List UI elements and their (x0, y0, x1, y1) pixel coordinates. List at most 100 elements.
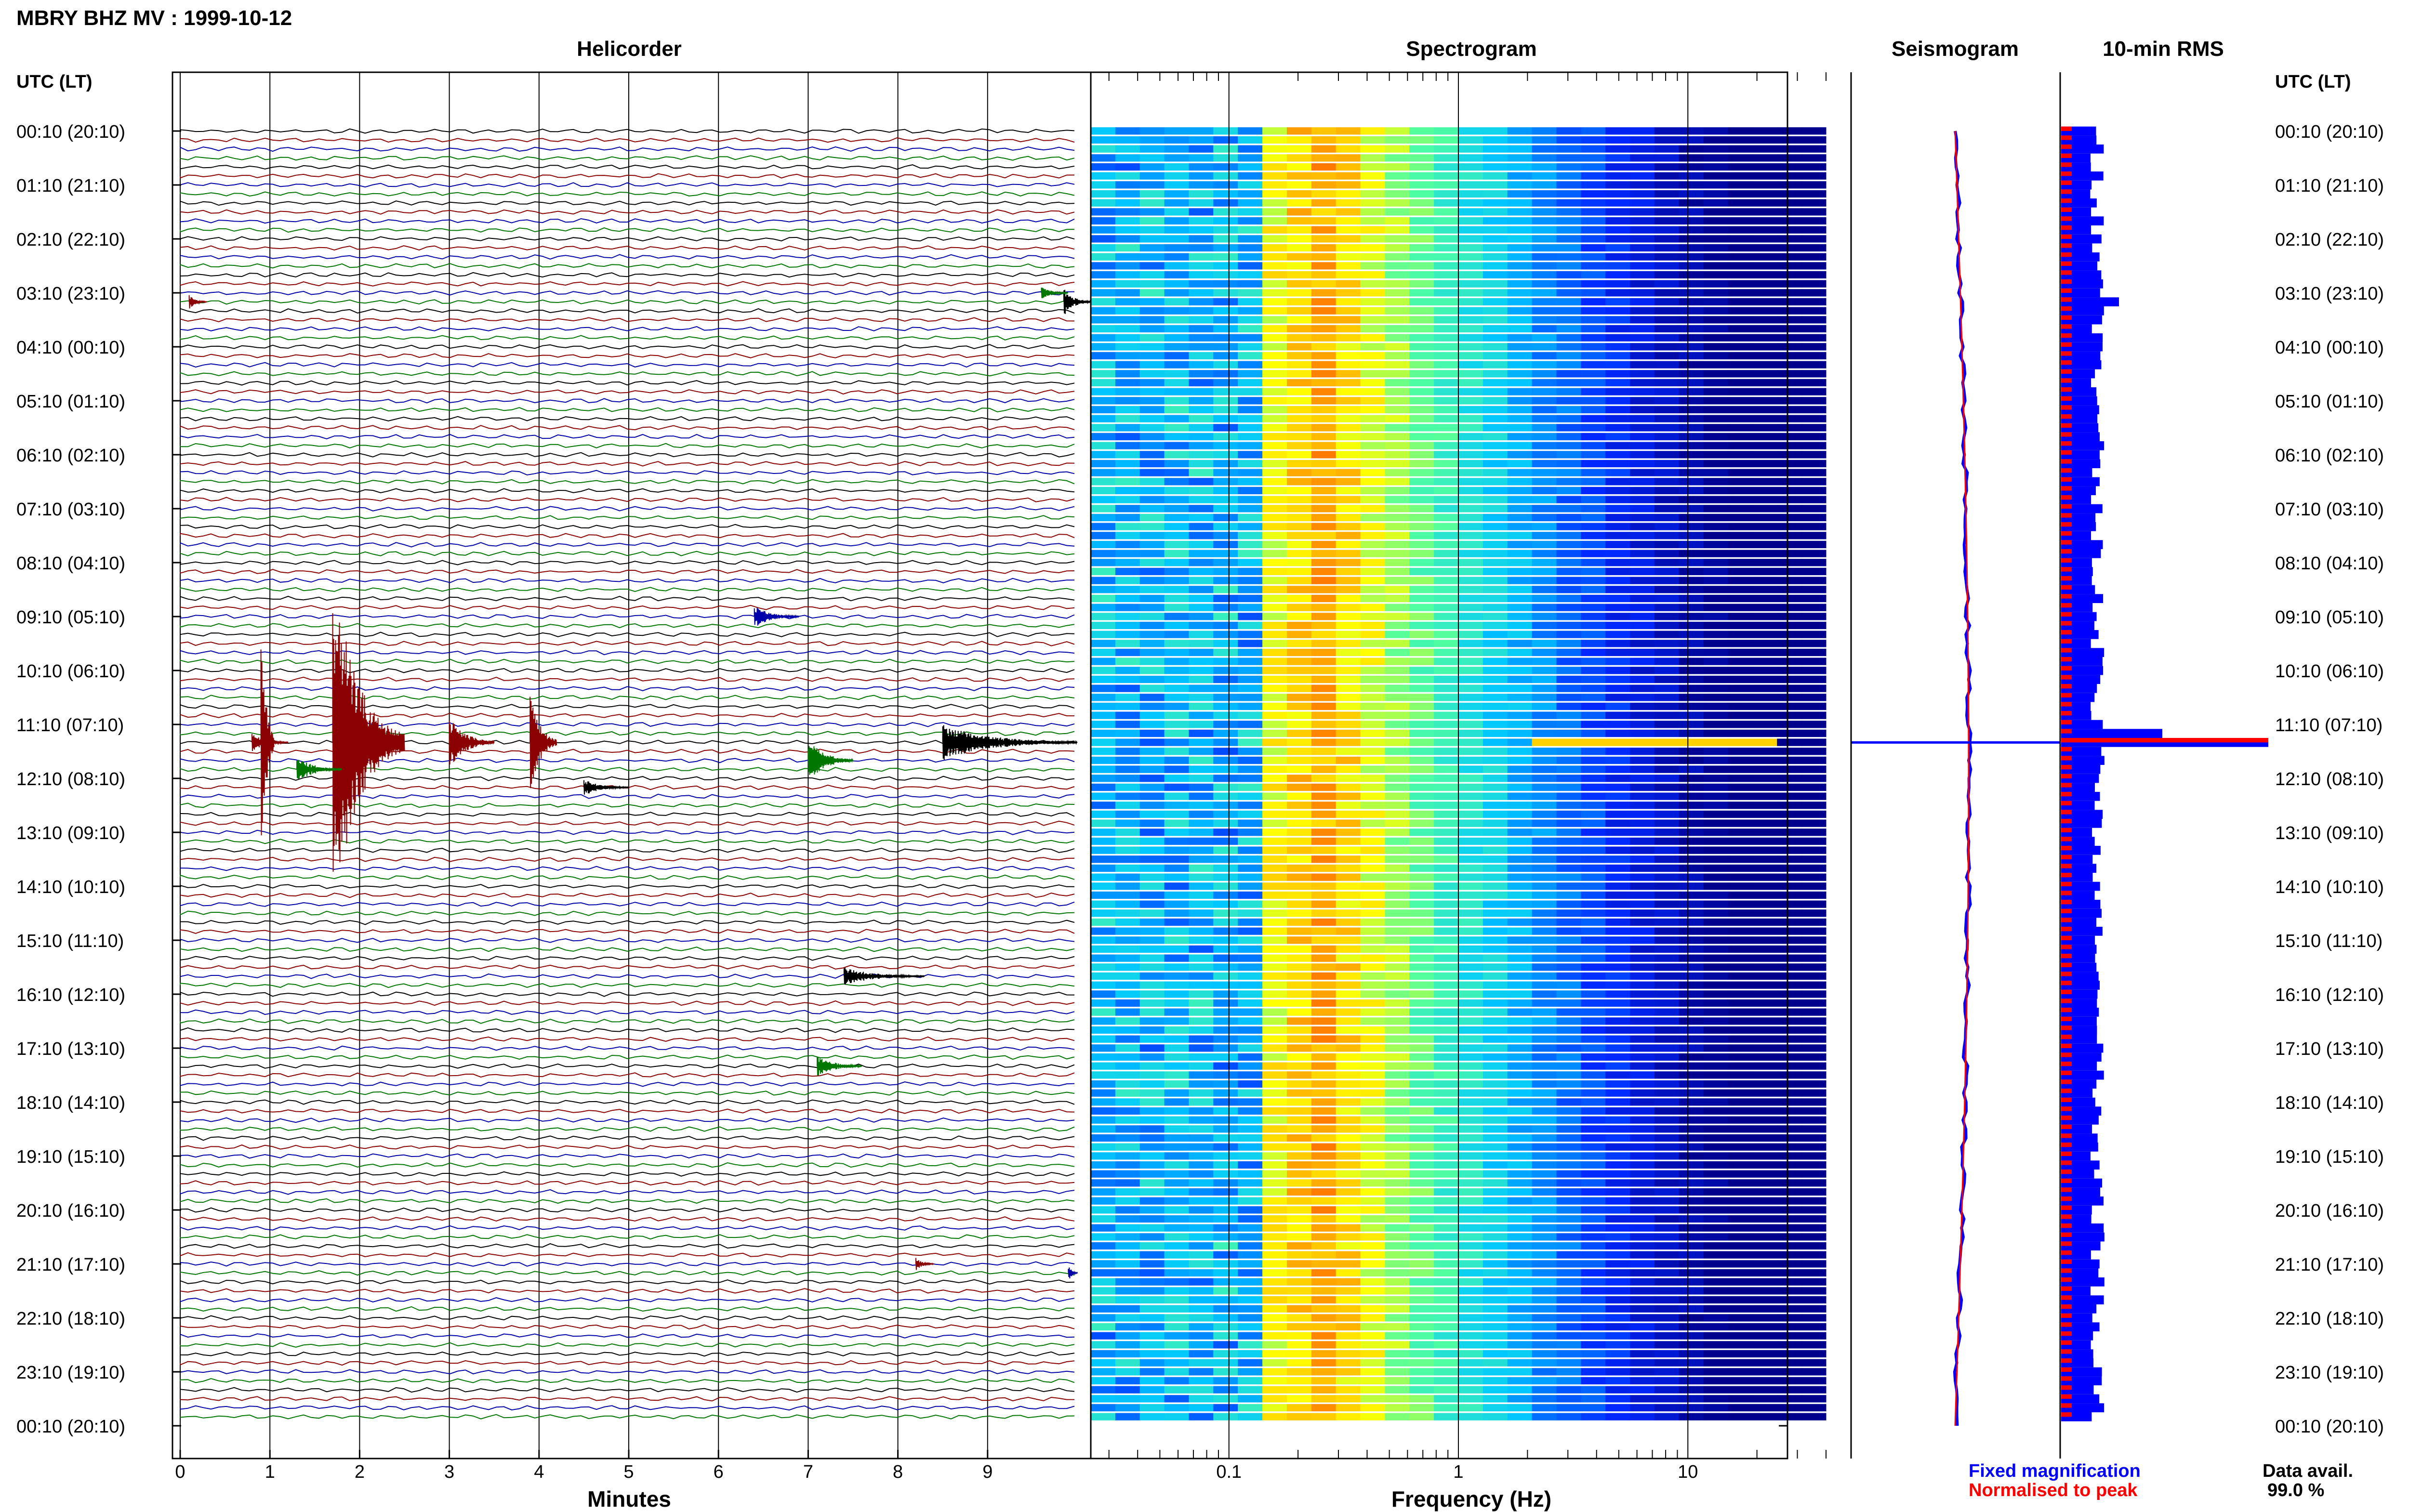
spectrogram-cell (1556, 190, 1581, 198)
spectrogram-cell (1091, 1107, 1116, 1115)
spectrogram-cell (1164, 523, 1189, 530)
spectrogram-cell (1115, 846, 1140, 854)
spectrogram-cell (1703, 667, 1729, 674)
spectrogram-cell (1703, 640, 1729, 647)
spectrogram-cell (1777, 1089, 1802, 1097)
spectrogram-cell (1458, 738, 1483, 746)
spectrogram-cell (1434, 631, 1459, 638)
spectrogram-cell (1189, 172, 1214, 180)
hour-label-right: 12:10 (08:10) (2275, 769, 2384, 789)
spectrogram-cell (1630, 990, 1655, 998)
spectrogram-cell (1482, 505, 1508, 513)
spectrogram-cell (1679, 1251, 1704, 1259)
spectrogram-cell (1385, 1251, 1410, 1259)
spectrogram-cell (1703, 810, 1729, 818)
spectrogram-cell (1238, 1188, 1263, 1196)
spectrogram-cell (1385, 154, 1410, 162)
spectrogram-cell (1654, 819, 1680, 827)
helicorder-trace (180, 1171, 1075, 1177)
spectrogram-cell (1801, 613, 1827, 620)
spectrogram-cell (1556, 1242, 1581, 1250)
spectrogram-cell (1605, 837, 1630, 845)
spectrogram-cell (1777, 567, 1802, 576)
spectrogram-cell (1605, 1341, 1630, 1349)
spectrogram-cell (1115, 145, 1140, 153)
spectrogram-cell (1262, 145, 1287, 153)
spectrogram-cell (1532, 873, 1557, 881)
spectrogram-cell (1532, 1323, 1557, 1331)
spectrogram-cell (1507, 604, 1533, 611)
spectrogram-cell (1409, 442, 1434, 449)
spectrogram-cell (1581, 1134, 1606, 1142)
spectrogram-cell (1532, 1170, 1557, 1178)
spectrogram-cell (1434, 1098, 1459, 1106)
spectrogram-cell (1581, 1116, 1606, 1124)
spectrogram-cell (1728, 352, 1753, 360)
rms-normalised-bar (2061, 1385, 2072, 1390)
spectrogram-cell (1164, 540, 1189, 549)
spectrogram-cell (1139, 1278, 1165, 1286)
spectrogram-cell (1630, 1296, 1655, 1304)
spectrogram-cell (1311, 181, 1337, 189)
spectrogram-cell (1091, 775, 1116, 782)
spectrogram-cell (1703, 550, 1729, 557)
spectrogram-cell (1777, 1206, 1802, 1214)
spectrogram-cell (1434, 1269, 1459, 1277)
spectrogram-cell (1532, 523, 1557, 530)
spectrogram-cell (1507, 1206, 1533, 1214)
spectrogram-cell (1654, 810, 1680, 818)
spectrogram-cell (1360, 559, 1385, 566)
spectrogram-cell (1262, 954, 1287, 962)
spectrogram-cell (1801, 262, 1827, 270)
rms-normalised-bar (2061, 297, 2072, 302)
spectrogram-cell (1409, 918, 1434, 926)
spectrogram-cell (1507, 684, 1533, 692)
spectrogram-cell (1213, 433, 1238, 441)
spectrogram-cell (1336, 802, 1361, 809)
spectrogram-cell (1777, 433, 1802, 441)
spectrogram-cell (1556, 1224, 1581, 1232)
spectrogram-cell (1360, 199, 1385, 207)
spectrogram-cell (1336, 846, 1361, 854)
spectrogram-cell (1311, 343, 1337, 351)
spectrogram-cell (1482, 433, 1508, 441)
spectrogram-cell (1752, 640, 1777, 647)
spectrogram-cell (1409, 810, 1434, 818)
spectrogram-cell (1654, 594, 1680, 603)
helicorder-trace (180, 542, 1075, 548)
spectrogram-cell (1434, 1152, 1459, 1160)
spectrogram-cell (1213, 1044, 1238, 1052)
spectrogram-cell (1801, 1206, 1827, 1214)
spectrogram-cell (1115, 226, 1140, 234)
spectrogram-cell (1385, 702, 1410, 710)
spectrogram-cell (1262, 748, 1287, 755)
spectrogram-cell (1532, 613, 1557, 620)
spectrogram-cell (1091, 972, 1116, 980)
spectrogram-cell (1752, 721, 1777, 728)
spectrogram-cell (1286, 523, 1312, 530)
spectrogram-cell (1286, 694, 1312, 701)
spectrogram-cell (1605, 1206, 1630, 1214)
spectrogram-cell (1556, 1233, 1581, 1241)
spectrogram-cell (1581, 667, 1606, 674)
hour-label-left: 21:10 (17:10) (16, 1255, 125, 1275)
spectrogram-cell (1777, 1251, 1802, 1259)
spectrogram-cell (1507, 1161, 1533, 1169)
helicorder-trace (180, 488, 1075, 494)
spectrogram-cell (1654, 918, 1680, 926)
spectrogram-cell (1458, 496, 1483, 503)
spectrogram-cell (1262, 1251, 1287, 1259)
spectrogram-cell (1164, 1134, 1189, 1142)
spectrogram-cell (1801, 594, 1827, 603)
spectrogram-cell (1458, 154, 1483, 162)
helicorder-trace (180, 515, 1075, 521)
spectrogram-cell (1385, 1080, 1410, 1088)
helicorder-trace (180, 964, 1075, 970)
spectrogram-cell (1139, 577, 1165, 584)
rms-normalised-bar (2061, 234, 2072, 239)
spectrogram-cell (1482, 1134, 1508, 1142)
spectrogram-cell (1262, 1350, 1287, 1358)
helicorder-trace (180, 425, 1075, 431)
spectrogram-cell (1605, 828, 1630, 836)
spectrogram-cell (1703, 1026, 1729, 1034)
